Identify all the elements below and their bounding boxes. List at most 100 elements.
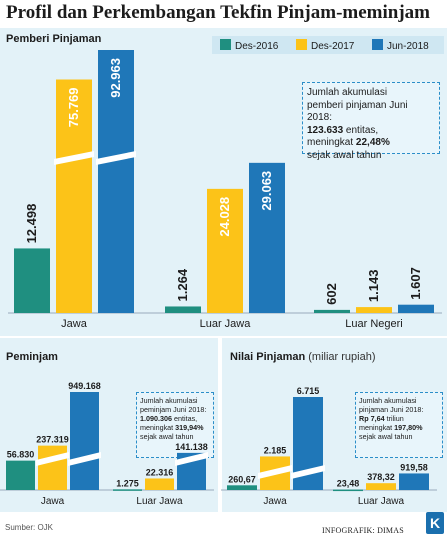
borrowers-bar-luar-jawa-0 [113, 489, 142, 491]
lenders-bar-luar-negeri-1 [356, 307, 392, 313]
lenders-value-label-jawa-1: 75.769 [66, 87, 81, 127]
lenders-bar-luar-negeri-0 [314, 309, 350, 313]
lenders-value-label-jawa-2: 92.963 [108, 58, 123, 98]
borrowers-value-label-jawa-2: 949.168 [68, 381, 101, 391]
lenders-bar-jawa-2 [98, 50, 134, 313]
loan-value-bar-luar-jawa-2 [399, 473, 429, 490]
legend-swatch-des-2016 [220, 39, 231, 50]
loan-value-category-jawa: Jawa [263, 496, 287, 507]
borrowers-category-luar-jawa: Luar Jawa [136, 496, 183, 507]
lenders-note-increase: 22,48% [355, 137, 390, 148]
lenders-value-label-luar-jawa-2: 29.063 [259, 171, 274, 211]
lenders-break-jawa-1 [54, 151, 94, 165]
loan-value-note-line3: Rp 7,64 triliun [359, 414, 439, 423]
lenders-bar-luar-jawa-0 [165, 306, 201, 313]
borrowers-break-jawa-2 [68, 452, 101, 466]
loan-value-value-label-luar-jawa-1: 378,32 [367, 472, 395, 482]
borrowers-note-line3: 1.090.306 entitas, [140, 414, 210, 423]
legend-item-des-2016: Des-2016 [220, 39, 278, 52]
source-text: Sumber: OJK [5, 523, 54, 532]
lenders-bar-luar-jawa-2 [249, 162, 285, 313]
lenders-note-line3: 123.633 entitas, [307, 125, 435, 138]
legend-swatch-des-2017 [296, 39, 307, 50]
lenders-value-label-luar-negeri-0: 602 [324, 283, 339, 305]
loan-value-note-line4: meningkat 197,80% [359, 423, 439, 432]
borrowers-note-increase: 319,94% [175, 423, 204, 432]
credit-text: INFOGRAFIK: DIMAS [322, 526, 404, 535]
borrowers-bar-luar-jawa-1 [145, 478, 174, 490]
borrowers-bar-jawa-1 [38, 445, 67, 490]
borrowers-note: Jumlah akumulasi peminjam Juni 2018: 1.0… [136, 392, 214, 458]
borrowers-bar-jawa-0 [6, 460, 35, 490]
loan-value-note: Jumlah akumulasi pinjaman Juni 2018: Rp … [355, 392, 443, 458]
borrowers-value-label-luar-jawa-2: 141.138 [175, 442, 208, 452]
lenders-bar-jawa-1 [56, 79, 92, 313]
borrowers-note-line2: peminjam Juni 2018: [140, 405, 207, 414]
lenders-bar-luar-jawa-1 [207, 188, 243, 313]
legend: Des-2016 Des-2017 Jun-2018 [212, 36, 444, 54]
loan-value-note-increase-label: meningkat [359, 423, 395, 432]
borrowers-value-label-jawa-0: 56.830 [7, 450, 35, 460]
loan-value-break-jawa-2 [291, 465, 325, 479]
lenders-note-line1: Jumlah akumulasi [307, 87, 388, 98]
lenders-break-jawa-2 [96, 151, 136, 165]
lenders-label: Pemberi Pinjaman [6, 33, 102, 45]
loan-value-value-label-jawa-1: 2.185 [264, 445, 287, 455]
loan-value-bar-jawa-0 [227, 485, 257, 490]
borrowers-note-line5: sejak awal tahun [140, 432, 194, 441]
loan-value-note-amount: Rp 7,64 [359, 414, 385, 423]
lenders-note-unit: entitas, [343, 124, 379, 136]
lenders-value-label-luar-negeri-2: 1.607 [408, 267, 423, 300]
lenders-bar-jawa-0 [14, 248, 50, 313]
loan-value-value-label-jawa-2: 6.715 [297, 386, 320, 396]
borrowers-note-line4: meningkat 319,94% [140, 423, 210, 432]
borrowers-note-unit: entitas, [171, 414, 198, 423]
loan-value-note-line1: Jumlah akumulasi [359, 396, 417, 405]
lenders-value-label-luar-jawa-0: 1.264 [175, 268, 190, 301]
loan-value-value-label-luar-jawa-0: 23,48 [337, 479, 360, 489]
borrowers-note-increase-label: meningkat [140, 423, 176, 432]
legend-label-des-2016: Des-2016 [235, 41, 279, 52]
borrowers-value-label-luar-jawa-1: 22.316 [146, 467, 174, 477]
lenders-bar-luar-negeri-2 [398, 304, 434, 313]
loan-value-bar-luar-jawa-1 [366, 483, 396, 490]
lenders-note: Jumlah akumulasi pemberi pinjaman Juni 2… [302, 82, 440, 161]
borrowers-break-jawa-1 [36, 452, 69, 466]
loan-value-bar-luar-jawa-0 [333, 489, 363, 492]
legend-swatch-jun-2018 [372, 39, 383, 50]
borrowers-category-jawa: Jawa [41, 496, 65, 507]
lenders-note-line4: meningkat 22,48% [307, 137, 435, 150]
legend-item-des-2017: Des-2017 [296, 39, 354, 52]
legend-label-des-2017: Des-2017 [311, 41, 355, 52]
loan-value-break-jawa-1 [258, 465, 292, 479]
borrowers-bar-jawa-2 [70, 392, 99, 490]
loan-value-note-unit: triliun [384, 414, 404, 423]
loan-value-category-luar-jawa: Luar Jawa [358, 496, 405, 507]
lenders-value-label-luar-negeri-1: 1.143 [366, 270, 381, 303]
loan-value-unit: (miliar rupiah) [308, 351, 376, 363]
loan-value-note-line5: sejak awal tahun [359, 432, 413, 441]
lenders-note-count: 123.633 [307, 124, 344, 136]
borrowers-note-line1: Jumlah akumulasi [140, 396, 198, 405]
lenders-note-increase-label: meningkat [307, 137, 356, 148]
lenders-category-luar-negeri: Luar Negeri [345, 318, 402, 330]
lenders-category-jawa: Jawa [61, 318, 88, 330]
loan-value-value-label-jawa-0: 260,67 [228, 474, 256, 484]
lenders-note-line5: sejak awal tahun [307, 149, 382, 161]
lenders-category-luar-jawa: Luar Jawa [200, 318, 252, 330]
lenders-value-label-jawa-0: 12.498 [24, 204, 39, 244]
legend-item-jun-2018: Jun-2018 [372, 39, 429, 52]
loan-value-label: Nilai Pinjaman (miliar rupiah) [230, 351, 376, 363]
loan-value-value-label-luar-jawa-2: 919,58 [400, 462, 428, 472]
loan-value-note-line2: pinjaman Juni 2018: [359, 405, 424, 414]
lenders-value-label-luar-jawa-1: 24.028 [217, 197, 232, 237]
borrowers-value-label-jawa-1: 237.319 [36, 435, 69, 445]
borrowers-note-count: 1.090.306 [140, 414, 172, 423]
borrowers-value-label-luar-jawa-0: 1.275 [116, 478, 139, 488]
loan-value-note-increase: 197,80% [394, 423, 423, 432]
page-title: Profil dan Perkembangan Tekfin Pinjam-me… [6, 2, 430, 23]
lenders-note-line2: pemberi pinjaman Juni 2018: [307, 99, 408, 124]
kompas-logo: K [426, 512, 444, 534]
loan-value-title: Nilai Pinjaman [230, 351, 306, 363]
